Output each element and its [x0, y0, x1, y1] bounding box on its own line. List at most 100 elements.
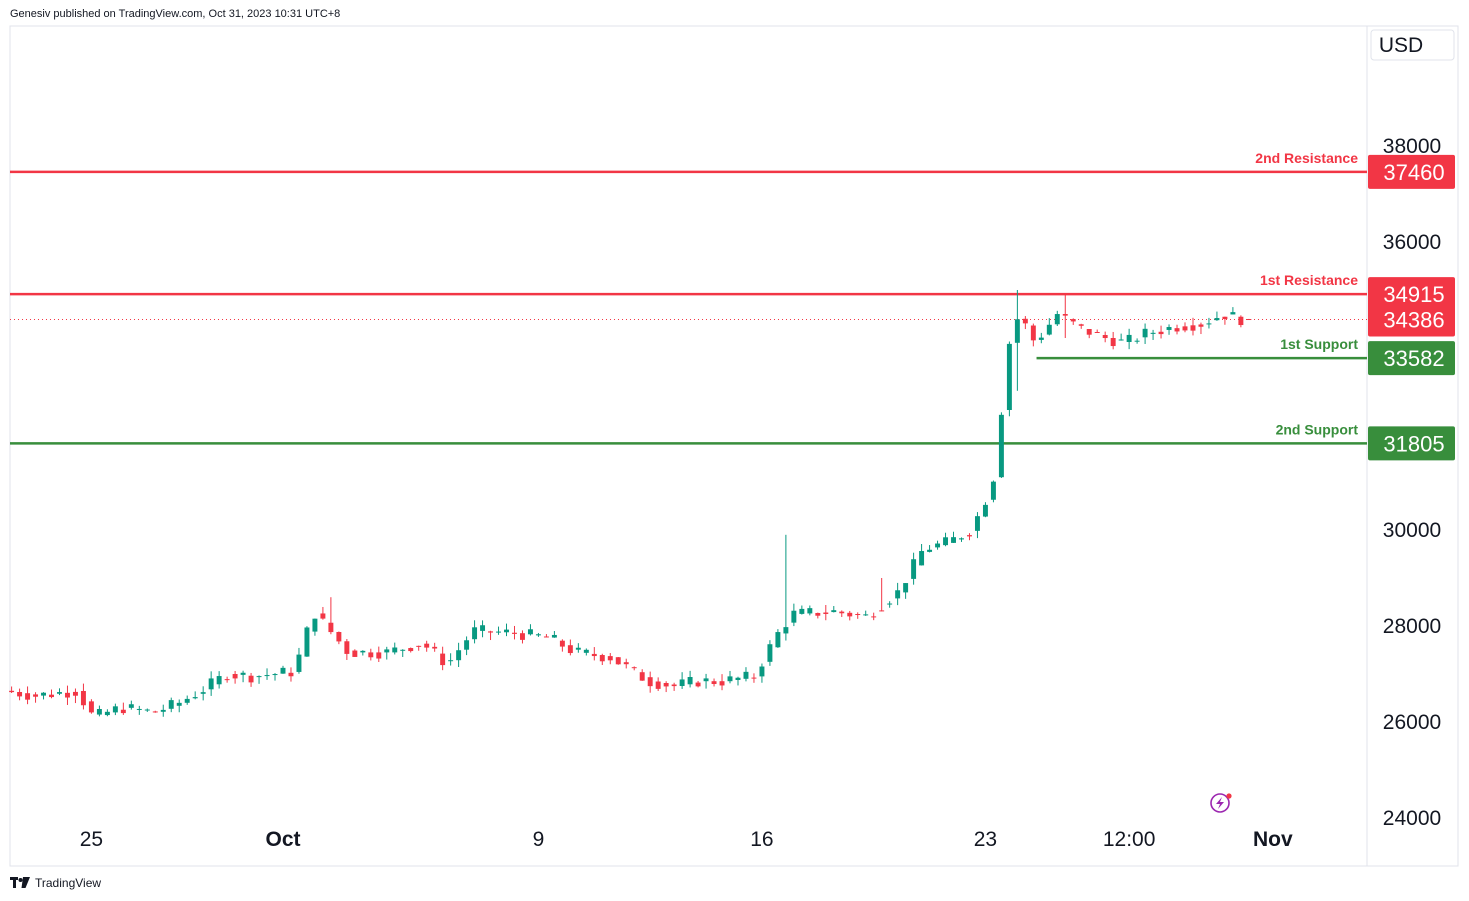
- candle-body: [974, 516, 980, 531]
- candle: [160, 704, 166, 717]
- candle: [512, 625, 517, 640]
- candle-body: [543, 636, 549, 638]
- candle: [1070, 318, 1076, 325]
- candle-body: [527, 629, 533, 635]
- candle: [551, 631, 557, 638]
- candle: [959, 537, 964, 542]
- candle: [767, 640, 773, 666]
- candle: [264, 668, 270, 680]
- candle: [990, 480, 996, 503]
- candle-body: [919, 551, 925, 566]
- candle: [998, 412, 1004, 478]
- candle-body: [927, 549, 933, 552]
- candle-body: [360, 650, 366, 653]
- candle-body: [1086, 329, 1092, 335]
- candle-body: [959, 538, 964, 540]
- candle-body: [591, 653, 597, 657]
- candle: [719, 674, 725, 691]
- candle: [33, 692, 39, 703]
- candle: [360, 650, 366, 656]
- candle-body: [336, 632, 342, 642]
- candle-body: [998, 414, 1004, 478]
- candle-body: [64, 692, 70, 698]
- candle: [559, 639, 565, 652]
- candle: [96, 705, 102, 717]
- candle-body: [1142, 328, 1148, 338]
- candle-body: [1134, 340, 1140, 342]
- candle: [480, 620, 486, 638]
- candle: [49, 689, 54, 699]
- candle-body: [512, 632, 517, 634]
- candle: [583, 648, 589, 656]
- candle: [1054, 310, 1060, 327]
- candle-body: [839, 611, 845, 614]
- candle-body: [17, 692, 23, 697]
- candle: [1222, 316, 1228, 325]
- candle-body: [304, 627, 310, 657]
- candle-body: [240, 672, 246, 675]
- candle-body: [57, 692, 62, 694]
- candle-body: [416, 645, 422, 647]
- candle: [647, 671, 653, 693]
- level-badge-value: 37460: [1383, 160, 1444, 185]
- candle-body: [663, 683, 669, 687]
- candle-body: [49, 694, 54, 698]
- candle: [847, 610, 853, 621]
- candle-body: [232, 674, 238, 679]
- candle-body: [639, 672, 645, 681]
- candle: [504, 623, 509, 637]
- x-tick-label: Nov: [1253, 828, 1293, 851]
- candle: [344, 638, 350, 660]
- candle: [1174, 324, 1180, 335]
- candle: [879, 578, 885, 612]
- candle: [967, 533, 972, 541]
- candle: [1198, 322, 1204, 335]
- candle-body: [1150, 332, 1156, 334]
- candle: [208, 671, 214, 696]
- candle-body: [583, 649, 589, 653]
- candle-body: [703, 678, 709, 682]
- candle: [432, 642, 438, 652]
- candle-body: [408, 648, 414, 652]
- candle-body: [727, 676, 733, 682]
- candle-body: [264, 675, 270, 677]
- currency-label[interactable]: USD: [1379, 34, 1423, 57]
- candle-body: [216, 676, 222, 685]
- candle: [543, 634, 549, 638]
- candle: [168, 697, 174, 713]
- tradingview-brand: TradingView: [35, 876, 102, 890]
- candle: [296, 647, 302, 674]
- candle-body: [1198, 324, 1204, 327]
- candle: [623, 658, 629, 669]
- candle-body: [344, 641, 350, 654]
- candle-body: [104, 711, 110, 716]
- candle: [184, 695, 190, 705]
- candle-body: [1206, 323, 1212, 325]
- y-tick-label: 28000: [1383, 615, 1441, 638]
- candle-body: [687, 677, 693, 685]
- candle-body: [128, 704, 134, 708]
- candle-body: [448, 660, 454, 662]
- candle: [607, 653, 613, 665]
- candle: [567, 639, 573, 656]
- candle: [679, 672, 685, 689]
- candle-body: [887, 603, 893, 605]
- candle: [903, 583, 909, 599]
- candle-body: [575, 647, 581, 650]
- candle-body: [41, 692, 47, 696]
- tradingview-footer[interactable]: TradingView: [10, 876, 101, 890]
- candle: [1094, 329, 1100, 333]
- candle-body: [432, 646, 438, 649]
- candle-body: [1174, 328, 1180, 332]
- candle: [496, 626, 501, 635]
- candle-body: [1070, 319, 1076, 322]
- candle: [1166, 324, 1172, 335]
- candle-body: [472, 627, 478, 640]
- candle-body: [711, 681, 717, 684]
- candle: [711, 678, 717, 687]
- lightning-icon[interactable]: [1210, 793, 1232, 813]
- y-tick-label: 26000: [1383, 711, 1441, 734]
- candle-body: [160, 709, 166, 712]
- candle: [943, 532, 949, 547]
